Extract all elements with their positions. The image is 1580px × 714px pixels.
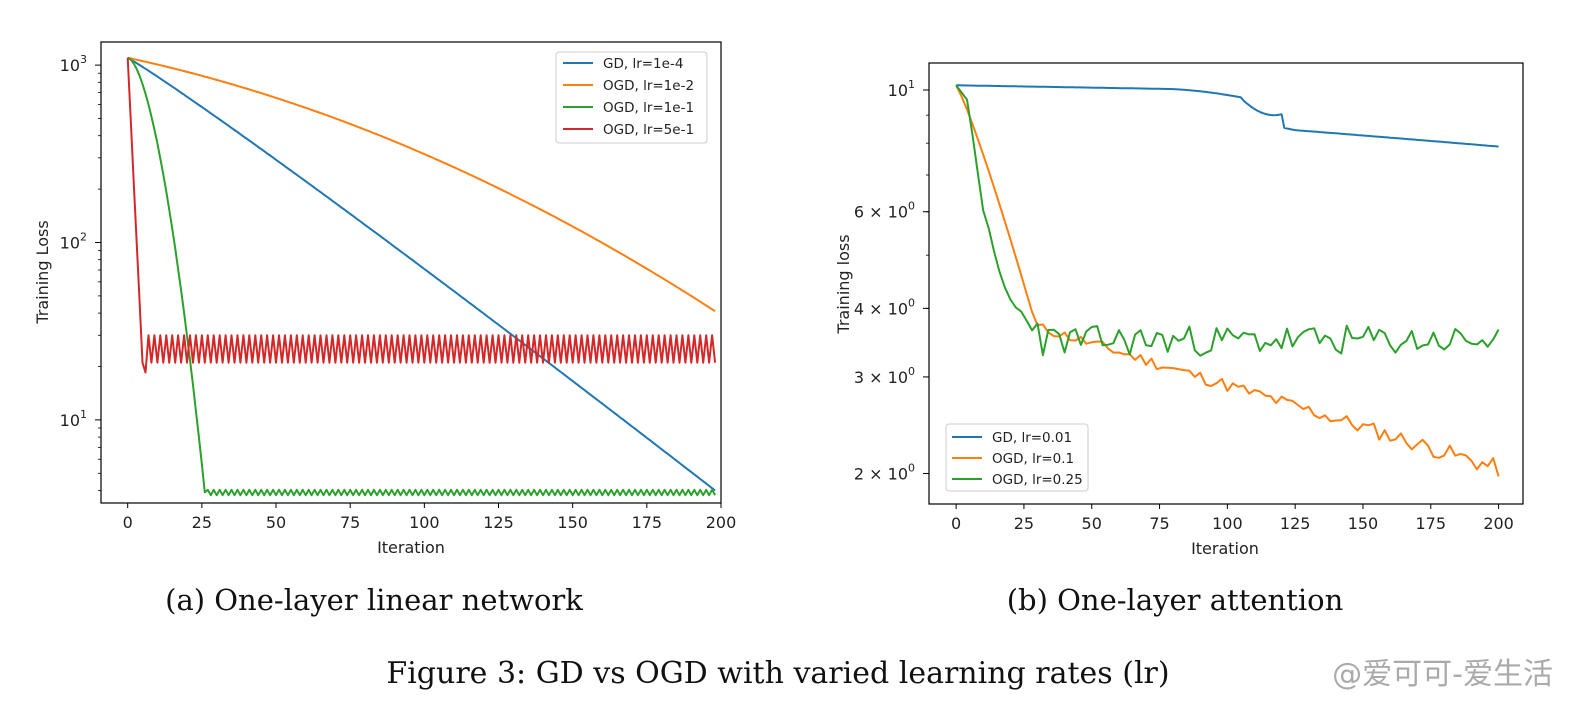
x-tick-label: 200 xyxy=(1483,514,1514,533)
series-line-2 xyxy=(955,84,1500,477)
y-tick-label: 102 xyxy=(60,231,87,253)
chart-b: 0 25 50 75 100 125 150 175 200 2 × 100 3 × 100 4 × … xyxy=(834,62,1524,617)
chart-a-frame xyxy=(100,41,722,504)
legend-label: OGD, lr=5e-1 xyxy=(603,122,694,138)
chart-a-legend: GD, lr=1e-4 OGD, lr=1e-2 OGD, lr=1e-1 OGD, … xyxy=(555,51,708,144)
legend-label: GD, lr=1e-4 xyxy=(603,56,683,72)
series-line-3 xyxy=(955,84,1500,357)
legend-label: OGD, lr=0.1 xyxy=(992,451,1074,467)
watermark: @爱可可-爱生活 xyxy=(1332,657,1553,692)
chart-b-legend-box xyxy=(945,423,1089,492)
chart-b-ylabel: Training loss xyxy=(834,234,853,334)
legend-label: OGD, lr=1e-2 xyxy=(603,78,694,94)
y-tick-label: 101 xyxy=(60,408,87,430)
chart-a-legend-box xyxy=(555,51,708,144)
chart-a-caption: (a) One-layer linear network xyxy=(165,583,583,617)
y-tick-label: 6 × 100 xyxy=(854,200,915,222)
legend-label: OGD, lr=0.25 xyxy=(992,472,1083,488)
series-line-1 xyxy=(956,84,1499,148)
y-tick-label: 4 × 100 xyxy=(854,296,915,318)
chart-a-series xyxy=(126,56,717,497)
chart-a-xlabel: Iteration xyxy=(377,538,445,557)
series-line-1 xyxy=(127,56,716,492)
x-tick-label: 150 xyxy=(1348,514,1379,533)
series-line-3 xyxy=(127,56,716,497)
series-line-2 xyxy=(127,56,716,313)
x-tick-label: 25 xyxy=(1014,514,1034,533)
chart-a-ticks: 0 25 50 75 100 125 150 175 200 101 102 103 xyxy=(60,53,737,532)
figure-caption: Figure 3: GD vs OGD with varied learning… xyxy=(386,656,1169,691)
chart-b-series xyxy=(955,84,1500,477)
chart-a: 0 25 50 75 100 125 150 175 200 101 102 103 Iteratio… xyxy=(33,41,737,617)
series-line-4 xyxy=(126,57,717,374)
x-tick-label: 75 xyxy=(1149,514,1169,533)
x-tick-label: 125 xyxy=(483,513,514,532)
chart-a-ylabel: Training Loss xyxy=(33,220,52,324)
chart-b-legend: GD, lr=0.01 OGD, lr=0.1 OGD, lr=0.25 xyxy=(945,423,1089,492)
legend-label: OGD, lr=1e-1 xyxy=(603,100,694,116)
x-tick-label: 0 xyxy=(123,513,133,532)
x-tick-label: 175 xyxy=(632,513,663,532)
chart-b-frame xyxy=(928,62,1524,505)
x-tick-label: 25 xyxy=(192,513,212,532)
x-tick-label: 125 xyxy=(1280,514,1311,533)
legend-label: GD, lr=0.01 xyxy=(992,430,1072,446)
y-tick-label: 2 × 100 xyxy=(854,462,915,484)
x-tick-label: 75 xyxy=(340,513,360,532)
x-tick-label: 0 xyxy=(951,514,961,533)
y-tick-label: 103 xyxy=(60,53,87,75)
x-tick-label: 200 xyxy=(706,513,737,532)
chart-b-caption: (b) One-layer attention xyxy=(1007,583,1344,617)
x-tick-label: 50 xyxy=(1082,514,1102,533)
y-tick-label: 101 xyxy=(888,78,915,100)
chart-b-xlabel: Iteration xyxy=(1191,539,1259,558)
x-tick-label: 50 xyxy=(266,513,286,532)
chart-b-ticks: 0 25 50 75 100 125 150 175 200 2 × 100 3 × 100 4 × … xyxy=(854,78,1514,533)
x-tick-label: 175 xyxy=(1416,514,1447,533)
x-tick-label: 150 xyxy=(557,513,588,532)
y-tick-label: 3 × 100 xyxy=(854,365,915,387)
x-tick-label: 100 xyxy=(409,513,440,532)
x-tick-label: 100 xyxy=(1212,514,1243,533)
